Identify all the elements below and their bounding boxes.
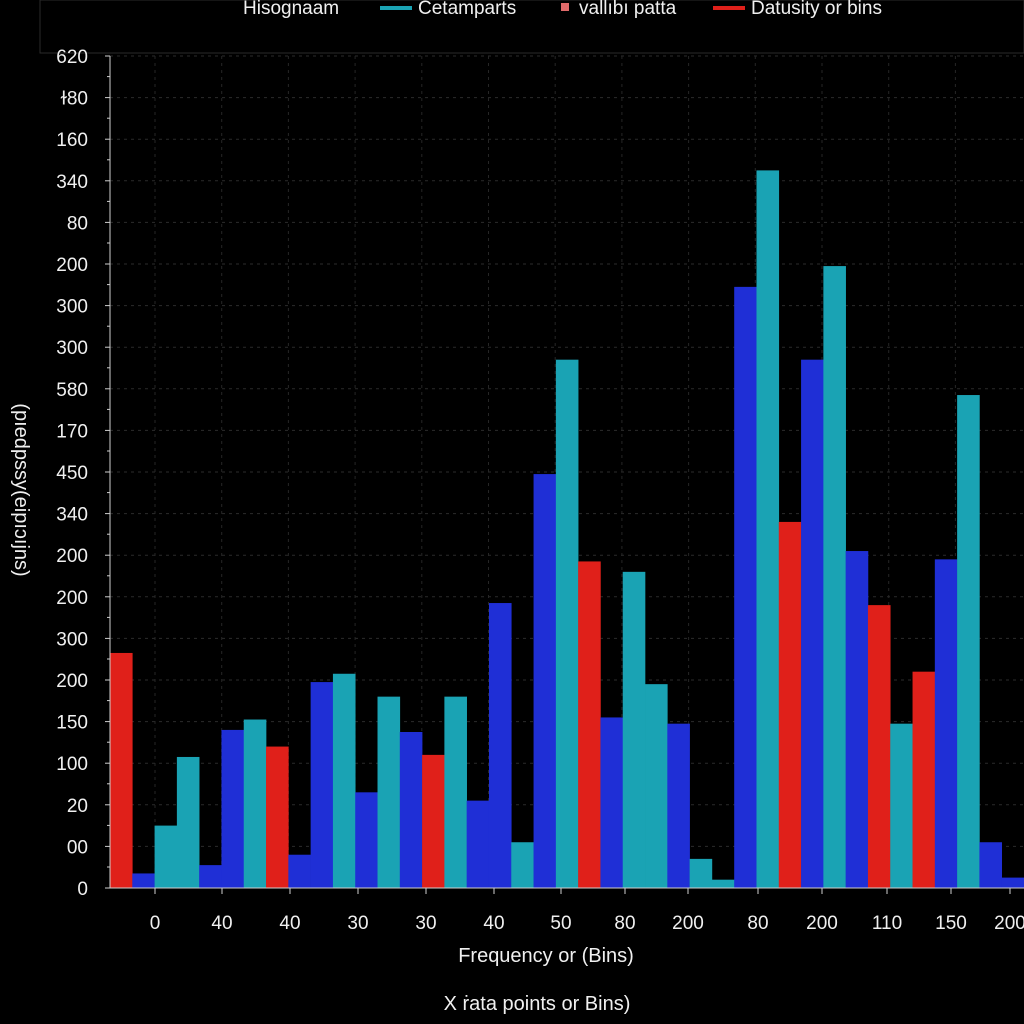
x-tick-label: 0 — [150, 913, 161, 934]
bar — [600, 717, 624, 888]
bar — [934, 559, 958, 888]
bar — [845, 551, 869, 888]
bar — [110, 652, 133, 888]
legend-label-vallibi-patta: vallıbı patta — [579, 0, 677, 19]
bar — [801, 359, 824, 888]
x-tick-label: 80 — [614, 913, 635, 934]
y-tick-label: 160 — [56, 130, 88, 151]
y-tick-label: 340 — [56, 505, 88, 526]
y-tick-label: 200 — [56, 671, 88, 692]
bar — [957, 395, 980, 888]
y-tick-label: 00 — [67, 837, 88, 858]
x-axis-title: Frequency or (Bins) — [458, 945, 634, 967]
x-tick-label: 200 — [994, 913, 1024, 934]
x-tick-label: 30 — [347, 913, 368, 934]
legend-label-cetamparts: Cetamparts — [418, 0, 516, 19]
bar — [355, 792, 378, 888]
bar — [154, 825, 178, 888]
bar — [422, 754, 445, 888]
y-tick-label: 150 — [56, 713, 88, 734]
bar — [533, 474, 557, 888]
x-axis-secondary-title: X ṙata points or Bins) — [444, 993, 631, 1015]
y-tick-label: 200 — [56, 255, 88, 276]
y-tick-label: 170 — [56, 421, 88, 442]
y-tick-label: 620 — [56, 47, 88, 68]
bar — [399, 732, 423, 888]
bar — [756, 170, 780, 888]
bar — [488, 603, 512, 888]
y-tick-label: 200 — [56, 546, 88, 567]
bar — [979, 842, 1003, 888]
y-tick-label: 80 — [67, 213, 88, 234]
chart-title: Hisognaam — [243, 0, 339, 19]
y-axis: 0002010015020030020020034045017058030030… — [56, 47, 110, 900]
bars — [110, 170, 1024, 889]
bar — [912, 671, 936, 888]
y-tick-label: ɫ80 — [61, 89, 88, 110]
bar — [221, 729, 245, 888]
bar — [645, 684, 668, 888]
y-tick-label: 0 — [77, 879, 88, 900]
y-axis-title: (pıedpssy(eipıɔıjns) — [10, 403, 32, 576]
x-tick-label: 30 — [415, 913, 436, 934]
bar — [199, 865, 222, 888]
y-tick-label: 450 — [56, 463, 88, 484]
bar — [332, 673, 356, 888]
bar — [823, 266, 846, 889]
x-tick-label: 50 — [550, 913, 571, 934]
x-tick-label: 40 — [483, 913, 504, 934]
bar — [243, 719, 267, 888]
bar — [266, 746, 289, 888]
bar — [444, 696, 467, 888]
bar — [734, 286, 757, 888]
x-tick-label: 40 — [211, 913, 232, 934]
bar — [555, 359, 579, 888]
x-axis: 0 40 40 30 30 40 50 80 200 80 200 110 150 200 — [150, 888, 1024, 934]
y-tick-label: 340 — [56, 172, 88, 193]
y-tick-label: 100 — [56, 754, 88, 775]
bar — [622, 571, 646, 888]
legend-bar — [39, 0, 1024, 54]
bar — [867, 605, 891, 888]
legend-marker-vallibi-patta — [561, 3, 569, 11]
bar — [288, 854, 311, 888]
bar — [132, 873, 155, 888]
x-tick-label: 80 — [747, 913, 768, 934]
bar — [890, 723, 913, 888]
bar — [667, 723, 690, 888]
bar — [377, 696, 401, 888]
y-tick-label: 300 — [56, 297, 88, 318]
y-tick-label: 200 — [56, 588, 88, 609]
bar — [689, 858, 713, 888]
bar — [176, 756, 200, 888]
x-tick-label: 110 — [872, 913, 902, 934]
x-tick-label: 200 — [806, 913, 838, 934]
bar — [511, 842, 534, 888]
y-tick-label: 300 — [56, 338, 88, 359]
bar — [578, 561, 601, 888]
y-tick-label: 580 — [56, 380, 88, 401]
x-tick-label: 40 — [279, 913, 300, 934]
x-tick-label: 200 — [672, 913, 704, 934]
legend: Hisognaam Cetamparts vallıbı patta Datus… — [243, 0, 882, 19]
bar — [466, 800, 490, 888]
bar — [778, 521, 802, 888]
x-tick-label: 150 — [935, 913, 967, 934]
y-tick-label: 300 — [56, 629, 88, 650]
bar — [1001, 877, 1024, 888]
bar — [711, 879, 735, 888]
bar — [310, 682, 334, 888]
legend-label-datusity: Datusity or bins — [751, 0, 882, 19]
y-tick-label: 20 — [67, 796, 88, 817]
